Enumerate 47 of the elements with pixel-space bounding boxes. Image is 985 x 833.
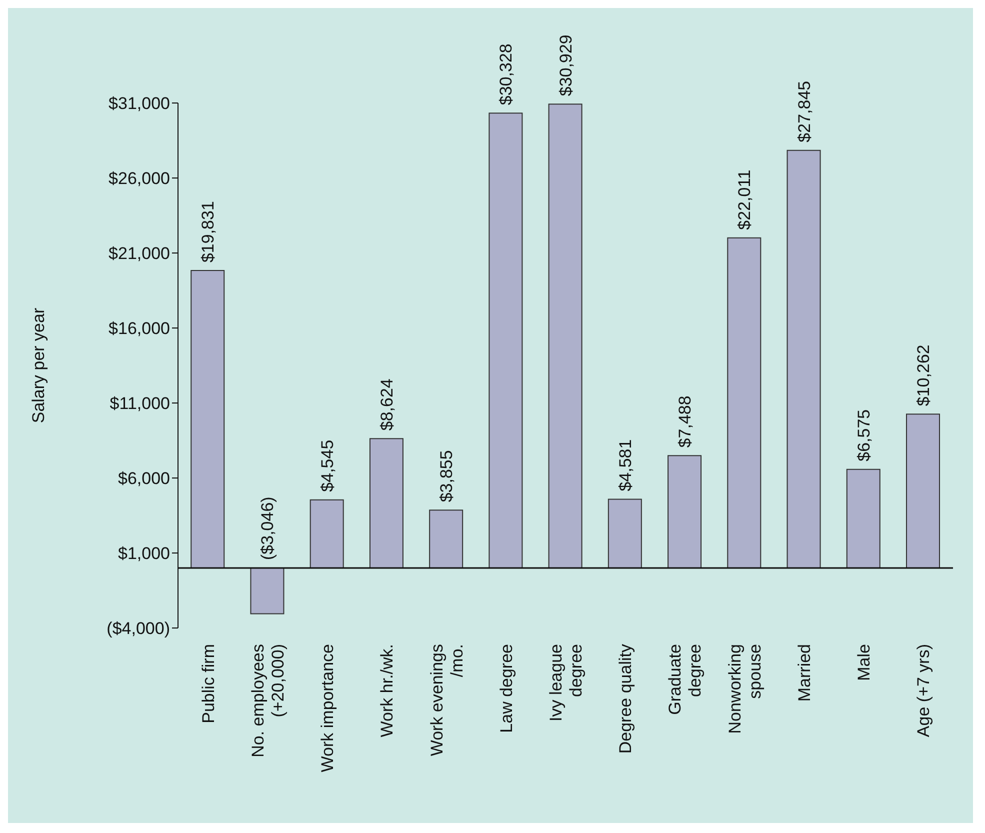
data-label: $4,545 [318,440,337,492]
y-axis-title: Salary per year [29,308,48,424]
data-label: ($3,046) [258,496,278,560]
data-label: $3,855 [437,450,456,502]
bar [786,150,821,568]
y-tick-label: $16,000 [108,319,170,338]
bar [727,237,762,568]
data-label: $6,575 [854,409,874,462]
y-tick-label: $6,000 [118,469,170,488]
data-label: $10,262 [914,344,933,406]
x-tick-label: Work hr./wk. [378,644,397,738]
x-tick-label: No. employees (+20,000) [248,644,288,758]
x-tick-label: Work evenings /mo. [427,644,466,756]
data-label: $22,011 [735,170,754,230]
bar [250,568,284,614]
data-label: $19,831 [198,201,218,263]
bar [906,414,940,568]
y-tick-label: $31,000 [108,94,170,114]
data-label: $8,624 [377,378,396,431]
data-label: $7,488 [676,396,695,448]
data-label: $27,845 [794,80,814,142]
y-tick-label: $11,000 [110,394,170,414]
bar [668,455,702,568]
bar [310,499,344,568]
bar [429,510,464,568]
data-label: $4,581 [616,439,635,492]
data-label: $30,328 [496,44,516,106]
x-tick-label: Public firm [198,644,218,724]
y-tick-label: ($4,000) [106,619,170,638]
y-tick-label: $21,000 [108,244,170,264]
bar [190,270,225,568]
x-tick-label: Law degree [496,644,516,733]
bar [846,468,880,568]
x-tick-label: Graduate degree [666,644,705,715]
y-tick-label: $1,000 [118,544,170,564]
data-label: $30,929 [556,34,576,96]
bar [608,498,642,568]
bar [488,112,523,568]
x-tick-label: Degree quality [616,644,636,754]
x-tick-label: Ivy league degree [546,644,586,722]
x-tick-label: Work importance [318,644,338,772]
y-tick-label: $26,000 [108,169,170,188]
x-tick-label: Male [854,644,874,681]
bar [548,104,582,568]
x-tick-label: Married [794,644,814,702]
x-tick-label: Age (+7 yrs) [914,644,934,738]
bar [369,438,404,568]
